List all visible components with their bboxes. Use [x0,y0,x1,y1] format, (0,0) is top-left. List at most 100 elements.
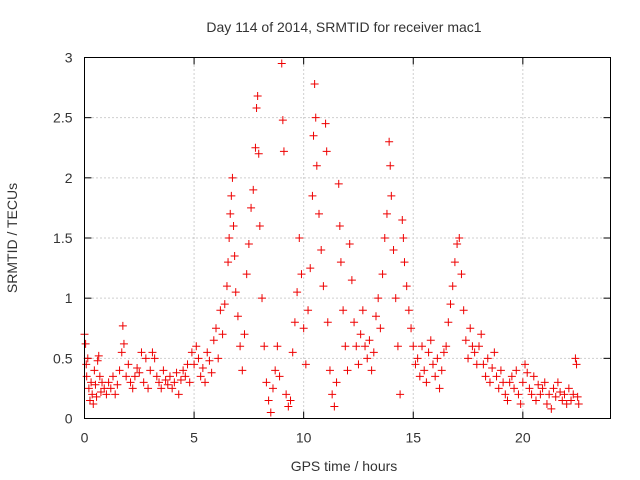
data-point [549,384,558,393]
data-point [311,113,320,122]
data-point [501,390,510,399]
data-point [163,380,172,389]
data-point [82,360,91,369]
data-point [152,372,161,381]
data-point [104,378,113,387]
data-point [409,342,418,351]
data-point [251,143,260,152]
data-point [376,324,385,333]
data-point [133,363,142,372]
y-tick-label: 2 [65,170,73,186]
data-point [286,396,295,405]
x-tick-labels: 0 5 10 15 20 [81,430,531,446]
data-point [253,92,262,101]
data-point [247,203,256,212]
data-point [400,258,409,267]
data-point [345,240,354,249]
data-point [545,390,554,399]
data-point [115,366,124,375]
data-point [461,336,470,345]
data-point [325,366,334,375]
data-point [442,342,451,351]
axis-ticks [84,57,611,419]
data-point [218,330,227,339]
data-point [398,215,407,224]
data-point [275,372,284,381]
data-point [130,372,139,381]
data-point [102,390,111,399]
data-point [496,366,505,375]
data-point [358,306,367,315]
data-point [378,270,387,279]
data-point [523,368,532,377]
data-point [396,390,405,399]
data-point [82,372,91,381]
data-point [547,404,556,413]
data-point [485,378,494,387]
data-point [293,288,302,297]
data-point [369,348,378,357]
data-point [260,342,269,351]
data-point [113,380,122,389]
data-point [111,390,120,399]
data-point [457,270,466,279]
data-point [558,396,567,405]
data-point [83,354,92,363]
data-point [538,384,547,393]
data-point [89,400,98,409]
data-point [155,378,164,387]
data-point [297,270,306,279]
data-point [418,342,427,351]
data-point [290,318,299,327]
data-point [453,240,462,249]
data-point [393,342,402,351]
data-point [282,390,291,399]
data-point [424,348,433,357]
data-point [254,149,263,158]
x-tick-label: 20 [515,430,531,446]
data-point [226,209,235,218]
data-point [216,306,225,315]
data-point [553,378,562,387]
data-point [536,390,545,399]
data-point [212,324,220,333]
data-point [507,372,516,381]
data-point [249,185,258,194]
data-point [317,246,326,255]
data-point [415,372,424,381]
data-point [273,342,282,351]
data-point [87,378,96,387]
data-point [179,366,188,375]
data-point [271,366,280,375]
data-point [336,258,345,267]
data-point [551,392,560,401]
data-point [148,348,157,357]
data-point [435,384,444,393]
data-point [363,354,372,363]
data-point [92,392,101,401]
x-axis-label: GPS time / hours [291,458,398,474]
data-point [84,384,93,393]
data-point [117,348,126,357]
data-point [365,336,374,345]
data-point [446,300,455,309]
data-point [339,306,348,315]
data-point [341,342,350,351]
data-point [304,306,313,315]
data-point [527,390,536,399]
data-point [367,366,376,375]
grid-lines [84,57,611,419]
data-point [181,372,190,381]
data-point [90,366,99,375]
chart-title: Day 114 of 2014, SRMTID for receiver mac… [206,19,481,35]
x-tick-label: 5 [190,430,198,446]
data-point [323,318,332,327]
data-point [135,368,144,377]
data-point [168,384,177,393]
x-tick-label: 10 [296,430,312,446]
data-point [361,342,370,351]
data-point [268,384,277,393]
data-point [466,324,475,333]
data-point [194,354,203,363]
